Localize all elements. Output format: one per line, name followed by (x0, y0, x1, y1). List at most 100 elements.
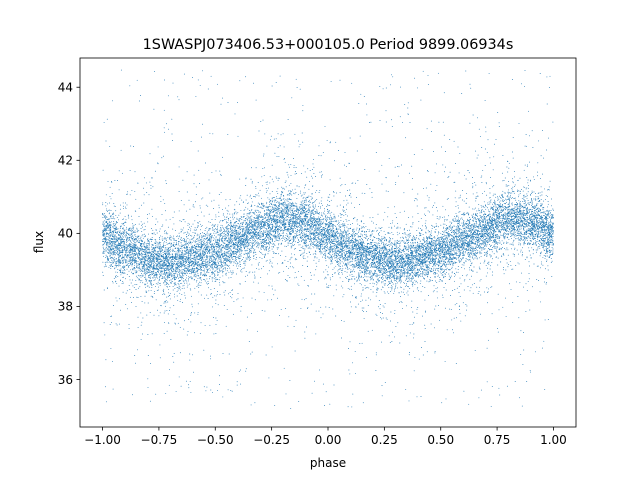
data-point (288, 242, 290, 244)
data-point (110, 234, 112, 236)
data-point (205, 242, 207, 244)
data-point (481, 249, 483, 251)
data-point (378, 247, 380, 248)
data-point (111, 251, 113, 253)
data-point (415, 274, 417, 276)
data-point (356, 257, 358, 259)
data-point (343, 231, 345, 233)
data-point (363, 242, 365, 244)
data-point (547, 214, 549, 216)
data-point (258, 235, 260, 237)
data-point (290, 199, 292, 201)
data-point (227, 217, 229, 219)
data-point (383, 275, 385, 276)
data-point (331, 251, 333, 253)
data-point (198, 239, 200, 241)
data-point (342, 231, 344, 233)
data-point (490, 219, 492, 221)
data-point (436, 272, 438, 274)
data-point (534, 213, 536, 215)
data-point (246, 231, 248, 233)
data-point (239, 260, 241, 262)
data-point (167, 226, 169, 228)
data-point (461, 259, 462, 260)
data-point (261, 239, 263, 241)
data-point (128, 267, 130, 269)
data-point (154, 234, 156, 236)
data-point (389, 257, 391, 259)
data-point (156, 245, 158, 247)
data-point (197, 263, 199, 265)
data-point (367, 258, 368, 260)
data-point (252, 245, 254, 247)
data-point (457, 219, 459, 221)
data-point (183, 269, 185, 271)
data-point (316, 245, 318, 247)
data-point (453, 253, 455, 255)
data-point (219, 253, 221, 255)
data-point (259, 236, 261, 238)
data-point (442, 250, 444, 252)
data-point (343, 250, 345, 252)
data-point (322, 239, 324, 241)
data-point (247, 213, 249, 215)
data-point (372, 278, 374, 280)
data-point (338, 220, 340, 222)
data-point (467, 211, 469, 213)
data-point (381, 269, 383, 271)
data-point (463, 241, 465, 243)
data-point (268, 231, 270, 233)
data-point (341, 223, 343, 225)
data-point (279, 235, 281, 237)
data-point (507, 199, 509, 200)
data-point (361, 252, 363, 254)
data-point (462, 228, 464, 230)
data-point (393, 271, 395, 273)
data-point (238, 255, 240, 257)
data-point (459, 239, 461, 241)
data-point (473, 217, 475, 219)
data-point (420, 263, 422, 265)
data-point (224, 260, 226, 262)
data-point (175, 240, 177, 241)
data-point (544, 234, 546, 236)
data-point (154, 273, 156, 275)
data-point (408, 267, 410, 269)
data-point (399, 279, 401, 280)
data-point (231, 244, 233, 245)
data-point (158, 259, 159, 261)
data-point (228, 219, 230, 221)
data-point (132, 232, 134, 234)
data-point (221, 251, 223, 253)
data-point (524, 243, 526, 244)
data-point (162, 267, 164, 269)
data-point (223, 247, 225, 249)
data-point (250, 228, 252, 230)
data-point (541, 222, 543, 224)
data-point (190, 272, 192, 274)
data-point (539, 201, 541, 203)
data-point (217, 230, 218, 232)
data-point (533, 228, 535, 230)
data-point (405, 242, 407, 244)
data-point (328, 212, 330, 214)
data-point (300, 226, 302, 228)
data-point (229, 229, 231, 231)
data-point (178, 236, 180, 238)
data-point (156, 247, 158, 249)
data-point (230, 272, 232, 274)
data-point (151, 251, 153, 253)
data-point (256, 235, 257, 237)
data-point (252, 237, 254, 239)
data-point (121, 250, 123, 252)
data-point (443, 275, 445, 277)
data-point (120, 245, 121, 247)
data-point (413, 254, 415, 256)
data-point (467, 218, 469, 220)
data-point (311, 227, 313, 229)
data-point (141, 269, 143, 271)
data-point (346, 226, 348, 228)
data-point (427, 239, 428, 241)
data-point (289, 203, 291, 205)
data-point (205, 256, 207, 258)
